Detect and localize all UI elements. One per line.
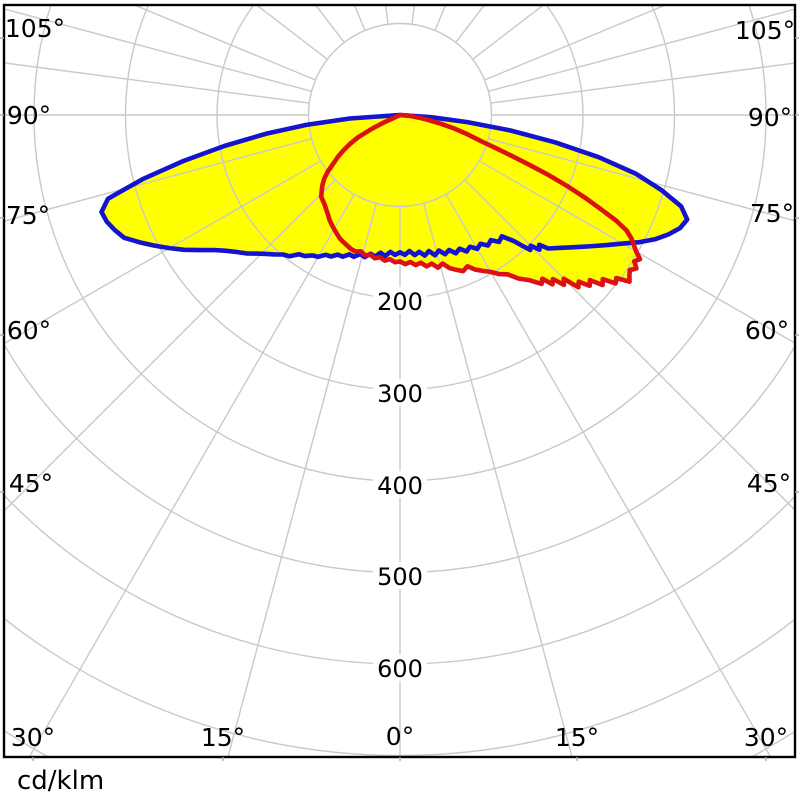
value-label-gap: [373, 562, 427, 589]
grid-radial-75deg: [488, 138, 795, 222]
intensity-curves: [99, 112, 690, 290]
angle-label-45deg: 45°: [9, 469, 53, 498]
grid-radial--15deg: [227, 203, 377, 757]
angle-label-75deg: 75°: [750, 199, 794, 228]
intensity-fill-layer: [101, 115, 688, 288]
red-curve: [318, 112, 643, 290]
angle-label-90deg: 90°: [748, 103, 792, 132]
blue-curve: [99, 112, 690, 260]
grid-fan--7.5deg: [384, 5, 389, 25]
value-label-gap: [373, 471, 427, 498]
grid-radial--30deg: [28, 193, 355, 757]
grid-radial--45deg: [4, 179, 336, 512]
angle-label-0deg: 0°: [386, 722, 414, 751]
value-label-gap: [373, 379, 427, 406]
angle-label-90deg: 90°: [7, 101, 51, 130]
grid-fan--82.5deg: [4, 62, 310, 104]
angle-label-60deg: 60°: [745, 316, 789, 345]
angle-label-15deg: 15°: [201, 723, 245, 752]
value-label-500: 500: [377, 563, 423, 591]
grid-radial-105deg: [488, 8, 795, 92]
grid-radial--60deg: [4, 160, 322, 345]
red-fill-area: [321, 115, 640, 288]
angle-label-30deg: 30°: [744, 723, 788, 752]
angle-label-30deg: 30°: [11, 723, 55, 752]
value-label-300: 300: [377, 380, 423, 408]
grid-radial-60deg: [478, 160, 795, 344]
unit-label: cd/klm: [17, 766, 104, 796]
angle-labels-layer: 105° 90° 75° 60° 45° 30° 15° 0° 15° 30° 45° 60° 75° 9…: [5, 14, 795, 752]
grid-radial-15deg: [423, 203, 573, 757]
grid-fan-82.5deg: [490, 62, 795, 104]
value-label-200: 200: [377, 288, 423, 316]
grid-radial-45deg: [464, 179, 795, 511]
grid-fan-7.5deg: [411, 5, 416, 25]
value-label-600: 600: [377, 655, 423, 683]
radial-value-labels: 200 300 400 500 600: [373, 287, 427, 683]
angle-label-45deg: 45°: [747, 469, 791, 498]
grid-radial--75deg: [4, 138, 312, 222]
value-label-400: 400: [377, 472, 423, 500]
angle-label-105deg: 105°: [735, 16, 795, 45]
grid-radial-30deg: [445, 193, 772, 757]
angle-label-15deg: 15°: [555, 723, 599, 752]
angle-label-60deg: 60°: [7, 316, 51, 345]
angle-label-75deg: 75°: [6, 201, 50, 230]
angle-label-105deg: 105°: [5, 14, 65, 43]
plot-frame-layer: [0, 3, 799, 761]
grid-radial--105deg: [4, 8, 312, 92]
value-label-gap: [373, 654, 427, 681]
value-label-gap: [373, 287, 427, 314]
